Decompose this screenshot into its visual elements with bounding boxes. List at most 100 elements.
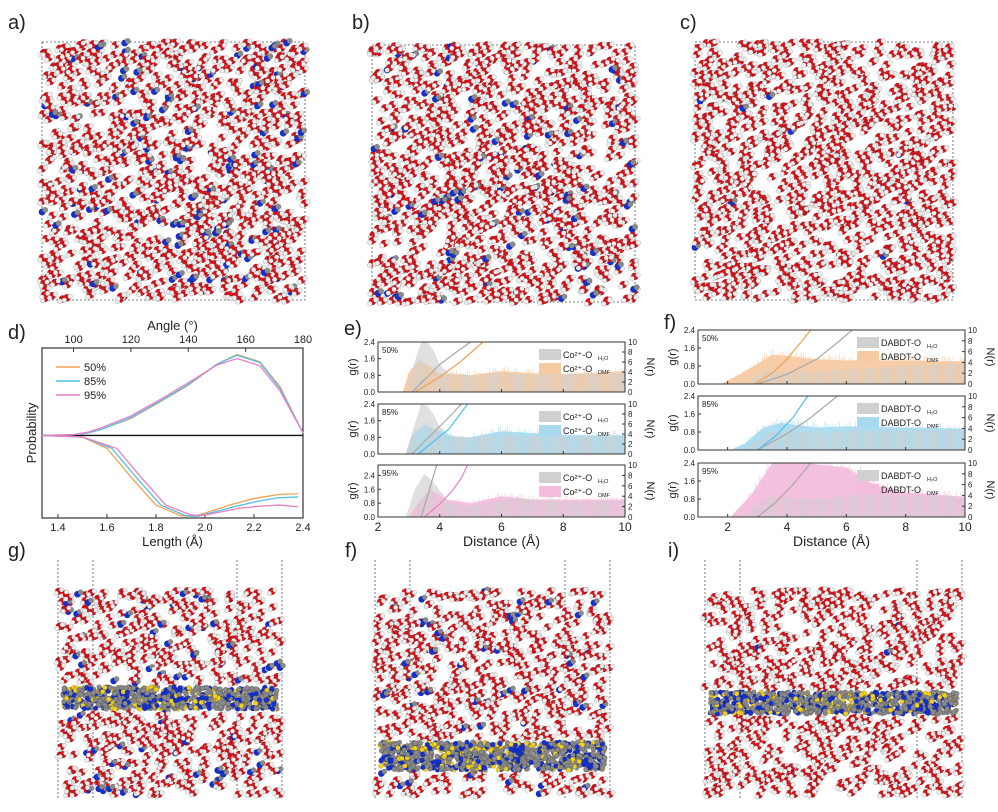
atom (224, 283, 231, 289)
atom (106, 230, 112, 236)
atom (293, 179, 300, 185)
atom (467, 225, 473, 231)
atom (400, 214, 406, 221)
atom (403, 219, 409, 225)
atom (180, 155, 187, 162)
atom (243, 195, 249, 202)
atom (164, 117, 170, 124)
atom (197, 118, 204, 124)
atom (154, 182, 160, 189)
atom (66, 101, 73, 107)
atom (124, 89, 130, 95)
atom (600, 188, 607, 194)
atom (144, 193, 150, 199)
atom (277, 67, 283, 73)
atom (161, 208, 167, 215)
atom (45, 290, 51, 297)
atom (259, 194, 265, 200)
atom (464, 128, 470, 134)
atom (199, 72, 205, 78)
atom (286, 75, 292, 82)
atom (89, 166, 95, 173)
atom (122, 108, 128, 114)
atom (202, 120, 209, 126)
atom (606, 242, 612, 248)
atom (223, 154, 229, 160)
atom (212, 162, 218, 168)
atom (188, 286, 194, 292)
atom (211, 286, 217, 292)
atom (237, 291, 243, 297)
atom (283, 188, 289, 195)
atom (291, 90, 297, 97)
atom (172, 267, 179, 273)
atom (240, 211, 246, 217)
atom (227, 150, 233, 156)
atom (235, 203, 241, 210)
atom (198, 184, 204, 190)
atom (173, 106, 179, 113)
atom (241, 93, 247, 100)
atom (179, 293, 185, 299)
atom (578, 43, 584, 50)
atom (109, 85, 115, 91)
atom (126, 235, 132, 241)
atom (70, 133, 77, 139)
atom (128, 59, 134, 65)
atom (164, 80, 170, 86)
atom (241, 230, 247, 236)
atom (177, 168, 183, 175)
atom (37, 200, 43, 206)
atom (290, 156, 296, 163)
atom (515, 49, 521, 56)
atom (191, 192, 198, 199)
atom (83, 77, 89, 83)
atom (491, 74, 497, 80)
atom (109, 247, 115, 253)
atom (533, 265, 539, 272)
atom (72, 97, 78, 103)
atom (37, 143, 43, 149)
atom (186, 268, 192, 274)
atom (162, 277, 168, 283)
atom (617, 195, 623, 201)
atom (47, 273, 53, 280)
atom (290, 67, 296, 73)
atom (621, 297, 627, 304)
atom (260, 61, 266, 68)
atom (223, 55, 229, 61)
atom (153, 171, 159, 177)
atom (222, 110, 228, 117)
atom (630, 167, 636, 173)
atom (189, 291, 195, 297)
atom (295, 159, 302, 166)
atom (90, 130, 96, 136)
atom (204, 194, 210, 200)
atom (134, 55, 140, 61)
atom (193, 73, 199, 79)
atom (45, 80, 51, 87)
atom (612, 145, 618, 151)
atom (617, 114, 623, 120)
atom (174, 146, 181, 152)
atom (240, 58, 247, 64)
atom (600, 88, 606, 95)
atom (272, 276, 278, 283)
atom (255, 248, 261, 254)
atom (147, 139, 154, 145)
atom (625, 47, 631, 54)
atom (225, 277, 232, 283)
atom (222, 118, 228, 124)
atom (119, 113, 125, 119)
atom (219, 265, 225, 271)
atom (178, 48, 184, 54)
atom (54, 105, 60, 111)
atom (283, 63, 289, 69)
atom (112, 61, 118, 67)
atom (276, 225, 283, 232)
atom (52, 291, 59, 297)
atom (285, 243, 291, 249)
atom (218, 77, 224, 83)
atom (212, 155, 218, 162)
atom (289, 171, 295, 177)
